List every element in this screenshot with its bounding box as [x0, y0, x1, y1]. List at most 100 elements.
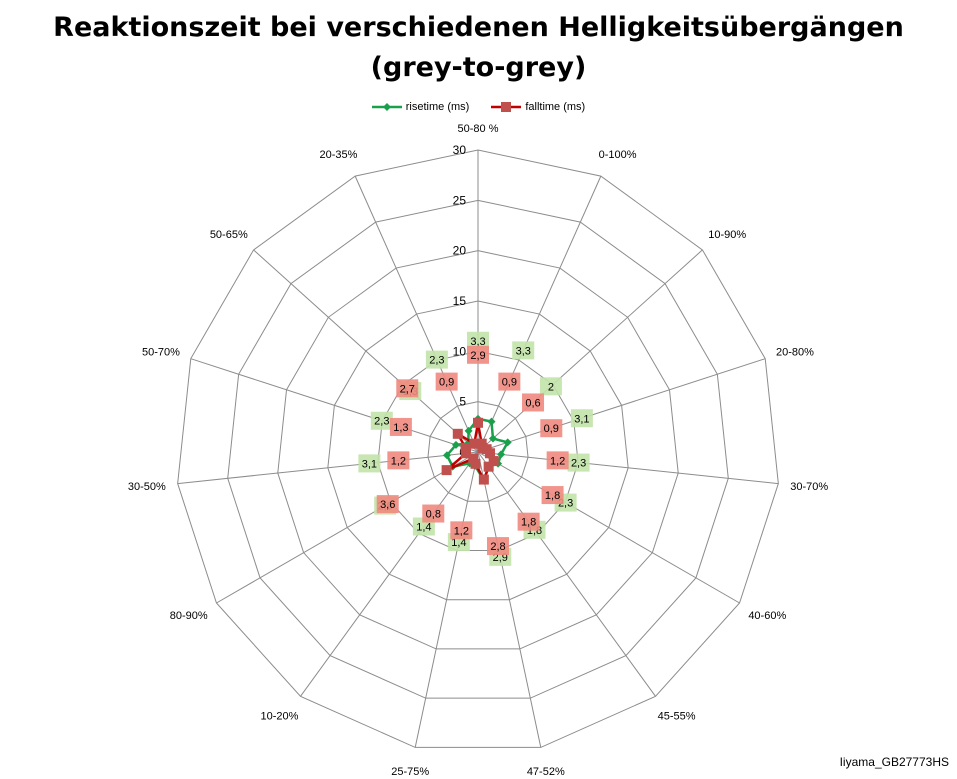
data-point-falltime — [483, 461, 494, 472]
data-label-falltime: 2,7 — [400, 383, 415, 395]
data-point-risetime — [497, 450, 506, 459]
grid-spoke-4 — [477, 451, 779, 485]
data-label-bg-falltime — [522, 393, 545, 412]
data-label-bg-risetime — [467, 331, 489, 350]
data-label-bg-risetime — [370, 411, 393, 430]
data-point-falltime — [473, 417, 483, 428]
data-label-falltime: 1,2 — [550, 455, 565, 467]
data-point-falltime — [452, 428, 463, 439]
grid-spoke-3 — [477, 358, 766, 453]
category-label: 25-75% — [391, 766, 429, 778]
data-point-risetime — [488, 434, 497, 443]
data-label-risetime: 2 — [548, 381, 554, 393]
data-label-risetime: 3,3 — [516, 345, 531, 357]
legend-marker-risetime — [371, 103, 402, 111]
data-point-falltime — [470, 458, 481, 469]
data-label-falltime: 1,2 — [454, 525, 469, 537]
category-label: 80-90% — [170, 610, 208, 622]
chart-title-line-1: Reaktionszeit bei verschiedenen Helligke… — [53, 12, 904, 43]
data-label-falltime: 1,8 — [545, 490, 560, 502]
legend-marker-falltime — [491, 102, 522, 112]
data-point-falltime — [460, 448, 471, 459]
data-point-risetime — [464, 426, 473, 435]
data-label-risetime: 3,1 — [574, 413, 589, 425]
data-label-falltime: 1,3 — [393, 422, 408, 434]
data-label-bg-falltime — [541, 486, 564, 505]
axis-tick-label: 10 — [453, 344, 467, 358]
data-label-bg-falltime — [450, 521, 473, 540]
data-label-risetime: 2,3 — [571, 458, 586, 470]
data-label-bg-falltime — [387, 451, 410, 470]
data-label-bg-risetime — [567, 453, 590, 472]
data-label-bg-risetime — [358, 454, 381, 473]
category-label: 20-80% — [776, 346, 814, 358]
data-label-falltime: 0,9 — [439, 377, 454, 389]
data-label-bg-falltime — [486, 537, 509, 556]
data-point-falltime — [485, 448, 496, 459]
data-label-falltime: 0,8 — [426, 509, 441, 521]
chart-title-line-2: (grey-to-grey) — [370, 52, 587, 83]
axis-tick-label: 5 — [459, 395, 466, 409]
data-label-falltime: 0,6 — [525, 397, 540, 409]
data-point-risetime — [487, 417, 496, 426]
axis-tick-label: 20 — [453, 244, 467, 258]
grid-ring-10 — [377, 350, 579, 551]
category-label: 0-100% — [599, 149, 637, 161]
data-label-bg-falltime — [435, 372, 458, 391]
grid-ring-25 — [227, 199, 729, 699]
data-label-bg-falltime — [396, 379, 419, 398]
data-label-bg-falltime — [546, 451, 569, 470]
category-label: 50-70% — [142, 346, 180, 358]
grid-ring-30 — [177, 149, 779, 748]
legend: risetime (ms) falltime (ms) — [0, 101, 957, 113]
grid-spoke-12 — [190, 358, 479, 453]
grid-spoke-8 — [414, 451, 479, 748]
data-label-risetime: 1,4 — [451, 537, 466, 549]
data-label-bg-falltime — [498, 372, 521, 391]
data-point-falltime — [441, 465, 452, 476]
data-label-risetime: 2,3 — [429, 355, 444, 367]
data-label-bg-risetime — [539, 377, 562, 396]
category-label: 30-50% — [128, 481, 166, 493]
data-point-risetime — [503, 438, 512, 447]
grid-spoke-13 — [253, 249, 479, 453]
data-label-bg-falltime — [422, 504, 445, 523]
data-label-falltime: 2,9 — [470, 350, 485, 362]
category-label: 20-35% — [319, 149, 357, 161]
data-label-risetime: 3,3 — [470, 336, 485, 348]
data-label-falltime: 1,2 — [391, 455, 406, 467]
data-label-bg-risetime — [512, 341, 535, 360]
grid-ring-20 — [277, 250, 679, 650]
grid-spoke-7 — [477, 451, 542, 748]
legend-label-falltime: falltime (ms) — [525, 101, 586, 113]
category-label: 10-90% — [708, 229, 746, 241]
data-label-risetime: 1,4 — [416, 522, 431, 534]
data-label-bg-falltime — [540, 419, 563, 438]
grid-ring-5 — [427, 401, 529, 502]
data-label-falltime: 3,6 — [380, 499, 395, 511]
grid-ring-15 — [327, 300, 629, 601]
grid-spoke-11 — [177, 451, 479, 485]
legend-item-falltime: falltime (ms) — [491, 101, 585, 113]
watermark: Iiyama_GB27773HS — [839, 755, 949, 769]
grid-spoke-10 — [216, 451, 479, 604]
data-point-falltime — [460, 442, 471, 453]
axis-tick-label: 30 — [453, 143, 467, 157]
category-label: 30-70% — [790, 481, 828, 493]
data-point-risetime — [442, 451, 451, 460]
category-label: 50-80 % — [458, 123, 499, 135]
category-label: 10-20% — [260, 711, 298, 723]
category-label: 47-52% — [527, 766, 565, 778]
data-label-bg-risetime — [570, 409, 593, 428]
chart-title: Reaktionszeit bei verschiedenen Helligke… — [0, 8, 957, 88]
data-label-risetime: 3,1 — [362, 458, 377, 470]
axis-tick-label: 25 — [453, 193, 467, 207]
legend-label-risetime: risetime (ms) — [405, 101, 470, 113]
grid-spoke-9 — [300, 451, 479, 697]
axis-tick-label: 15 — [453, 294, 467, 308]
data-point-falltime — [468, 453, 479, 464]
grid-spoke-1 — [477, 175, 602, 453]
data-point-falltime — [469, 438, 480, 449]
grid-spoke-5 — [477, 451, 740, 604]
